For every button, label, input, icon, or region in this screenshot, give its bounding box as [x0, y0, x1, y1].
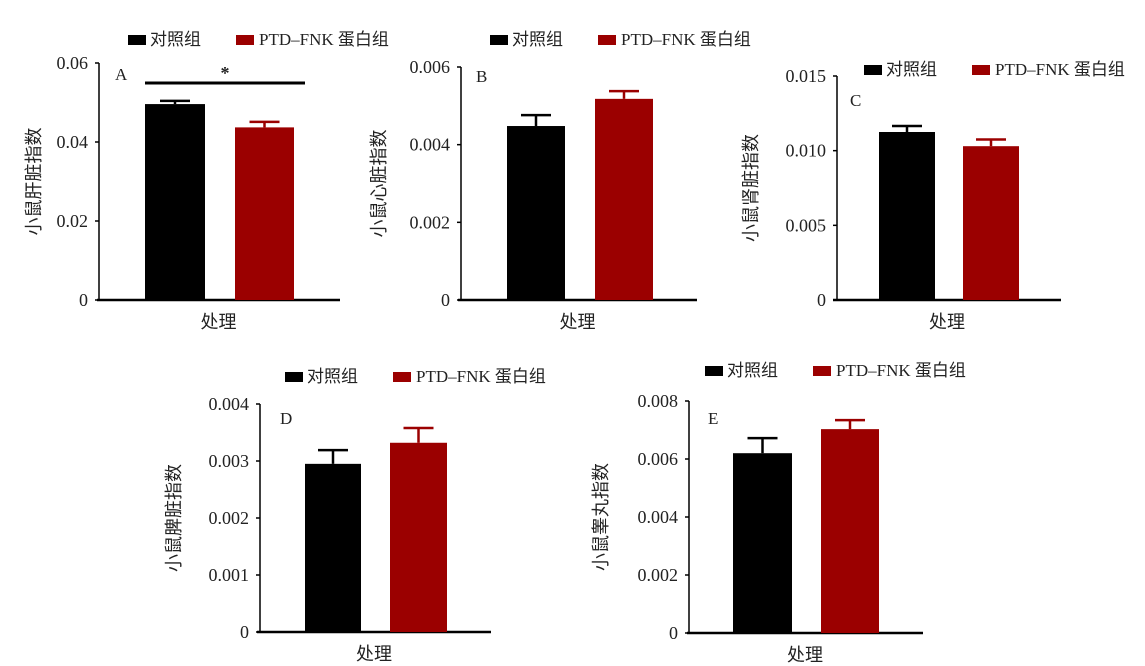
x-axis-label: 处理	[929, 312, 965, 333]
legend-label-control: 对照组	[512, 30, 563, 50]
y-tick-label: 0.010	[786, 141, 827, 161]
y-tick-label: 0.004	[209, 394, 250, 414]
legend-label-treatment: PTD–FNK 蛋白组	[836, 361, 966, 380]
x-axis-label: 处理	[560, 312, 596, 333]
y-tick-label: 0	[240, 622, 249, 642]
legend-swatch-treatment	[813, 366, 831, 376]
y-tick-label: 0.002	[410, 212, 451, 232]
bar-control	[879, 132, 935, 300]
legend-swatch-treatment	[972, 65, 990, 75]
bar-control	[145, 104, 205, 300]
legend-swatch-control	[864, 65, 882, 75]
bar-control	[507, 126, 565, 300]
y-tick-label: 0.002	[638, 565, 679, 585]
panel-c: 对照组 PTD–FNK 蛋白组 0 0.005 0.010 0.015 C 处理 小鼠肾脏指数	[741, 60, 1125, 333]
x-axis-label: 处理	[201, 312, 237, 333]
legend: 对照组 PTD–FNK 蛋白组	[285, 367, 546, 387]
y-tick-label: 0.06	[57, 53, 89, 73]
legend-swatch-control	[285, 372, 303, 382]
panel-letter: D	[280, 409, 292, 428]
legend: 对照组 PTD–FNK 蛋白组	[490, 30, 751, 50]
panel-e: 对照组 PTD–FNK 蛋白组 0 0.002 0.004 0.006 0.008 E 处理 小鼠…	[591, 361, 966, 666]
legend-label-treatment: PTD–FNK 蛋白组	[995, 60, 1125, 79]
legend-label-treatment: PTD–FNK 蛋白组	[621, 30, 751, 49]
legend: 对照组 PTD–FNK 蛋白组	[705, 361, 966, 381]
y-axis-label: 小鼠肝脏指数	[24, 128, 45, 236]
y-tick-label: 0.003	[209, 451, 250, 471]
significance-star: *	[221, 63, 230, 83]
y-tick-label: 0	[817, 290, 826, 310]
bar-treatment	[963, 146, 1019, 300]
bar-treatment	[390, 442, 447, 632]
x-axis-label: 处理	[787, 645, 823, 666]
y-axis-label: 小鼠睾丸指数	[591, 463, 612, 571]
y-tick-label: 0.015	[786, 66, 827, 86]
panel-letter: B	[476, 67, 487, 86]
bar-control	[733, 453, 792, 633]
y-tick-label: 0	[79, 290, 88, 310]
x-axis-label: 处理	[356, 644, 392, 665]
y-tick-label: 0.04	[57, 132, 89, 152]
y-tick-label: 0.004	[638, 507, 679, 527]
panel-letter: A	[115, 65, 128, 84]
legend-swatch-treatment	[598, 35, 616, 45]
bar-treatment	[235, 127, 294, 300]
legend-swatch-control	[490, 35, 508, 45]
legend: 对照组 PTD–FNK 蛋白组	[128, 30, 389, 50]
y-tick-label: 0.001	[209, 565, 250, 585]
y-axis-label: 小鼠心脏指数	[369, 130, 390, 238]
bar-control	[305, 463, 361, 632]
y-axis-label: 小鼠脾脏指数	[164, 464, 185, 572]
legend-label-control: 对照组	[727, 361, 778, 381]
y-tick-label: 0.004	[410, 135, 451, 155]
panel-a: 对照组 PTD–FNK 蛋白组 0 0.02 0.04 0.06 A 处理 小鼠肝脏指数 *	[24, 30, 389, 333]
legend-swatch-treatment	[236, 35, 254, 45]
y-tick-label: 0.008	[638, 391, 679, 411]
legend-label-treatment: PTD–FNK 蛋白组	[416, 367, 546, 386]
y-axis-label: 小鼠肾脏指数	[741, 134, 762, 242]
panel-b: 对照组 PTD–FNK 蛋白组 0 0.002 0.004 0.006 B 处理 小鼠心脏指数	[369, 30, 751, 333]
y-tick-label: 0.02	[57, 211, 89, 231]
panel-letter: C	[850, 91, 861, 110]
y-tick-label: 0.002	[209, 508, 250, 528]
legend-swatch-treatment	[393, 372, 411, 382]
legend-swatch-control	[705, 366, 723, 376]
y-tick-label: 0	[669, 623, 678, 643]
legend-label-control: 对照组	[150, 30, 201, 50]
y-tick-label: 0.006	[410, 57, 451, 77]
legend: 对照组 PTD–FNK 蛋白组	[864, 60, 1125, 80]
legend-label-treatment: PTD–FNK 蛋白组	[259, 30, 389, 49]
bar-treatment	[821, 429, 879, 633]
legend-swatch-control	[128, 35, 146, 45]
y-tick-label: 0	[441, 290, 450, 310]
panel-d: 对照组 PTD–FNK 蛋白组 0 0.001 0.002 0.003 0.004 D 处理 小鼠…	[164, 367, 546, 665]
bar-treatment	[595, 98, 653, 301]
legend-label-control: 对照组	[886, 60, 937, 80]
panel-letter: E	[708, 409, 718, 428]
y-tick-label: 0.005	[786, 215, 827, 235]
legend-label-control: 对照组	[307, 367, 358, 387]
y-tick-label: 0.006	[638, 449, 679, 469]
